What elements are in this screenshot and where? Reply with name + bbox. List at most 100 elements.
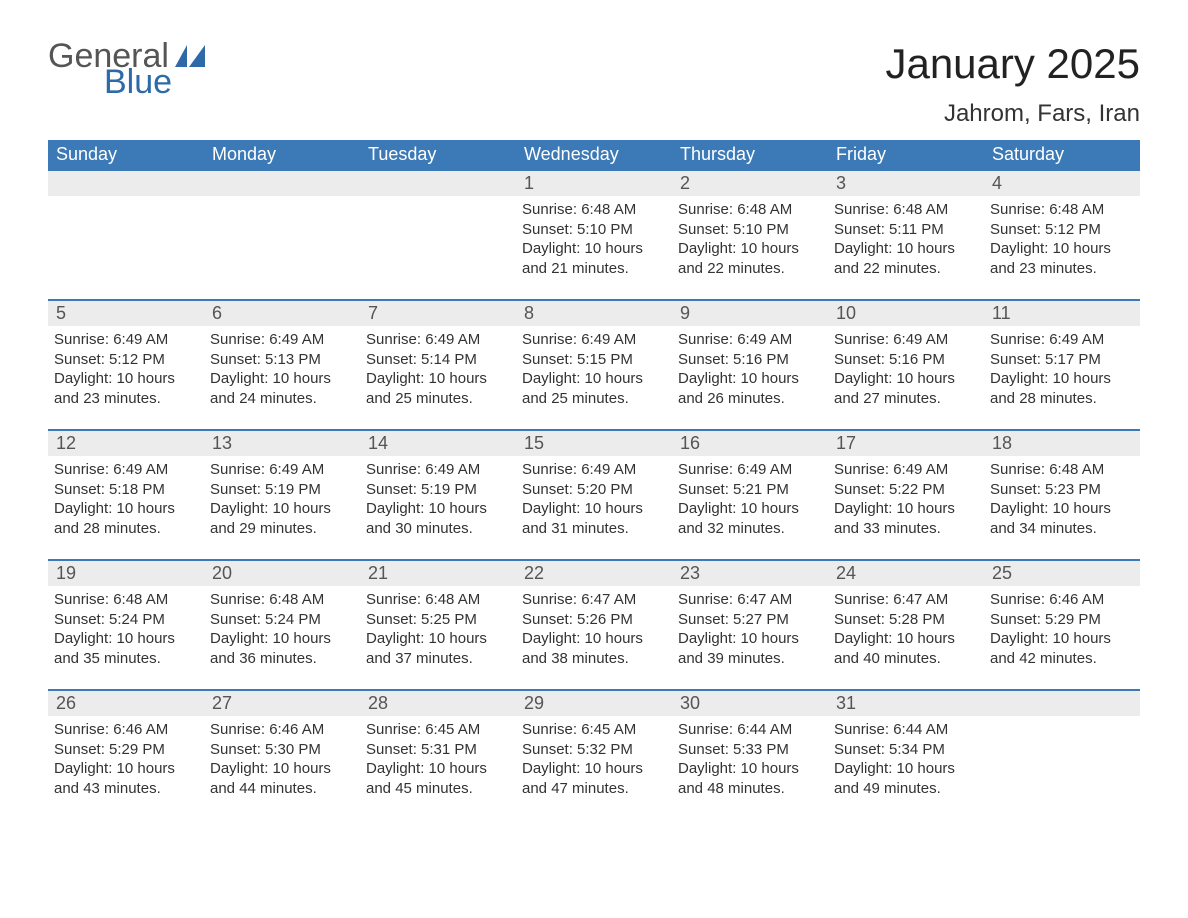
day-number: 13 — [204, 431, 360, 456]
day2-text: and 35 minutes. — [54, 649, 198, 669]
sunrise-text: Sunrise: 6:44 AM — [678, 720, 822, 740]
sunrise-text: Sunrise: 6:48 AM — [366, 590, 510, 610]
day-number: 26 — [48, 691, 204, 716]
title-block: January 2025 Jahrom, Fars, Iran — [885, 40, 1140, 128]
sunset-text: Sunset: 5:13 PM — [210, 350, 354, 370]
day-number: 16 — [672, 431, 828, 456]
calendar-day-cell: 9Sunrise: 6:49 AMSunset: 5:16 PMDaylight… — [672, 300, 828, 430]
sunset-text: Sunset: 5:29 PM — [54, 740, 198, 760]
sunset-text: Sunset: 5:16 PM — [834, 350, 978, 370]
weekday-header-row: Sunday Monday Tuesday Wednesday Thursday… — [48, 140, 1140, 171]
sunrise-text: Sunrise: 6:47 AM — [522, 590, 666, 610]
calendar-day-cell: 16Sunrise: 6:49 AMSunset: 5:21 PMDayligh… — [672, 430, 828, 560]
day-details: Sunrise: 6:47 AMSunset: 5:28 PMDaylight:… — [828, 586, 984, 676]
day-details: Sunrise: 6:49 AMSunset: 5:15 PMDaylight:… — [516, 326, 672, 416]
day1-text: Daylight: 10 hours — [522, 369, 666, 389]
day-details: Sunrise: 6:48 AMSunset: 5:24 PMDaylight:… — [48, 586, 204, 676]
day2-text: and 42 minutes. — [990, 649, 1134, 669]
sunset-text: Sunset: 5:23 PM — [990, 480, 1134, 500]
calendar-day-cell: 8Sunrise: 6:49 AMSunset: 5:15 PMDaylight… — [516, 300, 672, 430]
day-details: Sunrise: 6:48 AMSunset: 5:24 PMDaylight:… — [204, 586, 360, 676]
calendar-day-cell: 31Sunrise: 6:44 AMSunset: 5:34 PMDayligh… — [828, 690, 984, 819]
sunset-text: Sunset: 5:11 PM — [834, 220, 978, 240]
day2-text: and 45 minutes. — [366, 779, 510, 799]
calendar-day-cell: 29Sunrise: 6:45 AMSunset: 5:32 PMDayligh… — [516, 690, 672, 819]
calendar-day-cell: 3Sunrise: 6:48 AMSunset: 5:11 PMDaylight… — [828, 171, 984, 300]
calendar-day-cell: 14Sunrise: 6:49 AMSunset: 5:19 PMDayligh… — [360, 430, 516, 560]
day-details: Sunrise: 6:49 AMSunset: 5:22 PMDaylight:… — [828, 456, 984, 546]
calendar-day-cell: 10Sunrise: 6:49 AMSunset: 5:16 PMDayligh… — [828, 300, 984, 430]
day1-text: Daylight: 10 hours — [990, 239, 1134, 259]
day1-text: Daylight: 10 hours — [366, 629, 510, 649]
day-number — [204, 171, 360, 196]
calendar-day-cell: 19Sunrise: 6:48 AMSunset: 5:24 PMDayligh… — [48, 560, 204, 690]
sunset-text: Sunset: 5:20 PM — [522, 480, 666, 500]
day2-text: and 24 minutes. — [210, 389, 354, 409]
day2-text: and 40 minutes. — [834, 649, 978, 669]
day2-text: and 44 minutes. — [210, 779, 354, 799]
day1-text: Daylight: 10 hours — [54, 369, 198, 389]
day-details: Sunrise: 6:48 AMSunset: 5:10 PMDaylight:… — [672, 196, 828, 286]
day-number: 20 — [204, 561, 360, 586]
day-details: Sunrise: 6:49 AMSunset: 5:16 PMDaylight:… — [672, 326, 828, 416]
day-number: 6 — [204, 301, 360, 326]
day1-text: Daylight: 10 hours — [54, 629, 198, 649]
sunrise-text: Sunrise: 6:45 AM — [366, 720, 510, 740]
day-number: 15 — [516, 431, 672, 456]
day2-text: and 36 minutes. — [210, 649, 354, 669]
day2-text: and 21 minutes. — [522, 259, 666, 279]
day-details: Sunrise: 6:48 AMSunset: 5:25 PMDaylight:… — [360, 586, 516, 676]
day1-text: Daylight: 10 hours — [990, 499, 1134, 519]
month-title: January 2025 — [885, 40, 1140, 88]
sunset-text: Sunset: 5:33 PM — [678, 740, 822, 760]
day1-text: Daylight: 10 hours — [210, 759, 354, 779]
day-details: Sunrise: 6:45 AMSunset: 5:32 PMDaylight:… — [516, 716, 672, 806]
sunset-text: Sunset: 5:24 PM — [54, 610, 198, 630]
weekday-header: Wednesday — [516, 140, 672, 171]
day-details: Sunrise: 6:48 AMSunset: 5:12 PMDaylight:… — [984, 196, 1140, 286]
sunrise-text: Sunrise: 6:46 AM — [990, 590, 1134, 610]
sunset-text: Sunset: 5:25 PM — [366, 610, 510, 630]
day-details: Sunrise: 6:49 AMSunset: 5:14 PMDaylight:… — [360, 326, 516, 416]
day2-text: and 39 minutes. — [678, 649, 822, 669]
day-number: 29 — [516, 691, 672, 716]
sunset-text: Sunset: 5:12 PM — [54, 350, 198, 370]
day2-text: and 28 minutes. — [990, 389, 1134, 409]
day-number: 2 — [672, 171, 828, 196]
day-number: 30 — [672, 691, 828, 716]
sunrise-text: Sunrise: 6:49 AM — [366, 330, 510, 350]
day-number: 31 — [828, 691, 984, 716]
sunrise-text: Sunrise: 6:49 AM — [678, 460, 822, 480]
calendar-week-row: 5Sunrise: 6:49 AMSunset: 5:12 PMDaylight… — [48, 300, 1140, 430]
day2-text: and 22 minutes. — [834, 259, 978, 279]
day2-text: and 23 minutes. — [990, 259, 1134, 279]
calendar-day-cell: 18Sunrise: 6:48 AMSunset: 5:23 PMDayligh… — [984, 430, 1140, 560]
day2-text: and 37 minutes. — [366, 649, 510, 669]
day-number: 25 — [984, 561, 1140, 586]
calendar-day-cell: 24Sunrise: 6:47 AMSunset: 5:28 PMDayligh… — [828, 560, 984, 690]
day1-text: Daylight: 10 hours — [366, 759, 510, 779]
day1-text: Daylight: 10 hours — [834, 239, 978, 259]
day-details: Sunrise: 6:46 AMSunset: 5:30 PMDaylight:… — [204, 716, 360, 806]
day1-text: Daylight: 10 hours — [210, 499, 354, 519]
sunrise-text: Sunrise: 6:49 AM — [210, 460, 354, 480]
sunset-text: Sunset: 5:17 PM — [990, 350, 1134, 370]
day-details: Sunrise: 6:49 AMSunset: 5:17 PMDaylight:… — [984, 326, 1140, 416]
day-number — [984, 691, 1140, 716]
sunrise-text: Sunrise: 6:49 AM — [834, 330, 978, 350]
sunset-text: Sunset: 5:14 PM — [366, 350, 510, 370]
day1-text: Daylight: 10 hours — [522, 629, 666, 649]
sunrise-text: Sunrise: 6:44 AM — [834, 720, 978, 740]
sunrise-text: Sunrise: 6:47 AM — [834, 590, 978, 610]
calendar-day-cell: 11Sunrise: 6:49 AMSunset: 5:17 PMDayligh… — [984, 300, 1140, 430]
weekday-header: Friday — [828, 140, 984, 171]
sunrise-text: Sunrise: 6:49 AM — [54, 330, 198, 350]
location-subtitle: Jahrom, Fars, Iran — [885, 100, 1140, 128]
calendar-day-cell: 22Sunrise: 6:47 AMSunset: 5:26 PMDayligh… — [516, 560, 672, 690]
calendar-week-row: 12Sunrise: 6:49 AMSunset: 5:18 PMDayligh… — [48, 430, 1140, 560]
calendar-day-cell — [360, 171, 516, 300]
calendar-day-cell: 27Sunrise: 6:46 AMSunset: 5:30 PMDayligh… — [204, 690, 360, 819]
day2-text: and 38 minutes. — [522, 649, 666, 669]
sunset-text: Sunset: 5:28 PM — [834, 610, 978, 630]
day2-text: and 29 minutes. — [210, 519, 354, 539]
